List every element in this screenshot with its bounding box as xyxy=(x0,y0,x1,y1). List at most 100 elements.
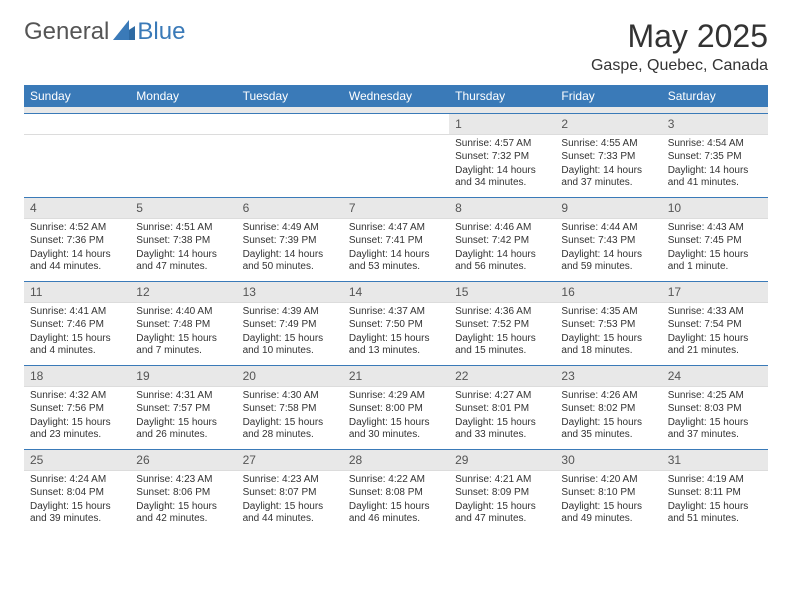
day-body: Sunrise: 4:23 AMSunset: 8:06 PMDaylight:… xyxy=(130,471,236,533)
daylight-text: Daylight: 14 hours and 34 minutes. xyxy=(455,165,549,190)
day-number: 25 xyxy=(24,450,130,471)
day-number: 15 xyxy=(449,282,555,303)
sunset-text: Sunset: 8:02 PM xyxy=(561,403,655,416)
day-body: Sunrise: 4:37 AMSunset: 7:50 PMDaylight:… xyxy=(343,303,449,365)
day-number xyxy=(24,114,130,135)
sunset-text: Sunset: 7:39 PM xyxy=(243,235,337,248)
day-body: Sunrise: 4:27 AMSunset: 8:01 PMDaylight:… xyxy=(449,387,555,449)
day-cell: 6Sunrise: 4:49 AMSunset: 7:39 PMDaylight… xyxy=(237,197,343,281)
day-number: 2 xyxy=(555,114,661,135)
daylight-text: Daylight: 15 hours and 4 minutes. xyxy=(30,333,124,358)
day-number: 12 xyxy=(130,282,236,303)
sunrise-text: Sunrise: 4:23 AM xyxy=(243,474,337,487)
day-cell: 15Sunrise: 4:36 AMSunset: 7:52 PMDayligh… xyxy=(449,281,555,365)
day-cell: 13Sunrise: 4:39 AMSunset: 7:49 PMDayligh… xyxy=(237,281,343,365)
day-body: Sunrise: 4:49 AMSunset: 7:39 PMDaylight:… xyxy=(237,219,343,281)
sunset-text: Sunset: 8:06 PM xyxy=(136,487,230,500)
day-number: 23 xyxy=(555,366,661,387)
day-cell: 8Sunrise: 4:46 AMSunset: 7:42 PMDaylight… xyxy=(449,197,555,281)
daylight-text: Daylight: 15 hours and 39 minutes. xyxy=(30,501,124,526)
day-cell xyxy=(343,113,449,197)
sunrise-text: Sunrise: 4:19 AM xyxy=(668,474,762,487)
day-body: Sunrise: 4:31 AMSunset: 7:57 PMDaylight:… xyxy=(130,387,236,449)
day-cell: 4Sunrise: 4:52 AMSunset: 7:36 PMDaylight… xyxy=(24,197,130,281)
sunset-text: Sunset: 8:07 PM xyxy=(243,487,337,500)
day-header: Friday xyxy=(555,85,661,107)
daylight-text: Daylight: 15 hours and 28 minutes. xyxy=(243,417,337,442)
day-header: Wednesday xyxy=(343,85,449,107)
day-header: Thursday xyxy=(449,85,555,107)
daylight-text: Daylight: 15 hours and 33 minutes. xyxy=(455,417,549,442)
day-body: Sunrise: 4:52 AMSunset: 7:36 PMDaylight:… xyxy=(24,219,130,281)
day-number: 5 xyxy=(130,198,236,219)
day-cell xyxy=(24,113,130,197)
day-cell: 14Sunrise: 4:37 AMSunset: 7:50 PMDayligh… xyxy=(343,281,449,365)
day-body: Sunrise: 4:24 AMSunset: 8:04 PMDaylight:… xyxy=(24,471,130,533)
sunrise-text: Sunrise: 4:39 AM xyxy=(243,306,337,319)
day-cell: 25Sunrise: 4:24 AMSunset: 8:04 PMDayligh… xyxy=(24,449,130,533)
daylight-text: Daylight: 15 hours and 37 minutes. xyxy=(668,417,762,442)
day-number: 13 xyxy=(237,282,343,303)
sunset-text: Sunset: 8:08 PM xyxy=(349,487,443,500)
day-body: Sunrise: 4:47 AMSunset: 7:41 PMDaylight:… xyxy=(343,219,449,281)
day-number: 10 xyxy=(662,198,768,219)
sunset-text: Sunset: 7:58 PM xyxy=(243,403,337,416)
daylight-text: Daylight: 15 hours and 26 minutes. xyxy=(136,417,230,442)
day-cell: 26Sunrise: 4:23 AMSunset: 8:06 PMDayligh… xyxy=(130,449,236,533)
sunrise-text: Sunrise: 4:26 AM xyxy=(561,390,655,403)
daylight-text: Daylight: 14 hours and 59 minutes. xyxy=(561,249,655,274)
sunset-text: Sunset: 7:48 PM xyxy=(136,319,230,332)
day-cell: 10Sunrise: 4:43 AMSunset: 7:45 PMDayligh… xyxy=(662,197,768,281)
header: General Blue May 2025 Gaspe, Quebec, Can… xyxy=(24,18,768,75)
daylight-text: Daylight: 14 hours and 41 minutes. xyxy=(668,165,762,190)
day-body: Sunrise: 4:22 AMSunset: 8:08 PMDaylight:… xyxy=(343,471,449,533)
sunrise-text: Sunrise: 4:29 AM xyxy=(349,390,443,403)
day-number xyxy=(237,114,343,135)
sunset-text: Sunset: 7:32 PM xyxy=(455,151,549,164)
day-body: Sunrise: 4:36 AMSunset: 7:52 PMDaylight:… xyxy=(449,303,555,365)
daylight-text: Daylight: 14 hours and 37 minutes. xyxy=(561,165,655,190)
day-cell xyxy=(237,113,343,197)
sunrise-text: Sunrise: 4:23 AM xyxy=(136,474,230,487)
day-body: Sunrise: 4:29 AMSunset: 8:00 PMDaylight:… xyxy=(343,387,449,449)
day-cell: 21Sunrise: 4:29 AMSunset: 8:00 PMDayligh… xyxy=(343,365,449,449)
day-body: Sunrise: 4:40 AMSunset: 7:48 PMDaylight:… xyxy=(130,303,236,365)
day-number: 16 xyxy=(555,282,661,303)
day-body: Sunrise: 4:26 AMSunset: 8:02 PMDaylight:… xyxy=(555,387,661,449)
page-title: May 2025 xyxy=(591,18,768,55)
sunrise-text: Sunrise: 4:32 AM xyxy=(30,390,124,403)
day-body: Sunrise: 4:23 AMSunset: 8:07 PMDaylight:… xyxy=(237,471,343,533)
sunset-text: Sunset: 7:36 PM xyxy=(30,235,124,248)
day-body: Sunrise: 4:43 AMSunset: 7:45 PMDaylight:… xyxy=(662,219,768,281)
day-number: 14 xyxy=(343,282,449,303)
sunset-text: Sunset: 7:56 PM xyxy=(30,403,124,416)
daylight-text: Daylight: 15 hours and 44 minutes. xyxy=(243,501,337,526)
sunset-text: Sunset: 7:52 PM xyxy=(455,319,549,332)
day-number: 1 xyxy=(449,114,555,135)
day-number xyxy=(343,114,449,135)
day-number: 24 xyxy=(662,366,768,387)
sunrise-text: Sunrise: 4:22 AM xyxy=(349,474,443,487)
sunrise-text: Sunrise: 4:31 AM xyxy=(136,390,230,403)
day-body: Sunrise: 4:54 AMSunset: 7:35 PMDaylight:… xyxy=(662,135,768,197)
sunrise-text: Sunrise: 4:55 AM xyxy=(561,138,655,151)
day-body xyxy=(24,135,130,195)
day-cell: 19Sunrise: 4:31 AMSunset: 7:57 PMDayligh… xyxy=(130,365,236,449)
day-body: Sunrise: 4:51 AMSunset: 7:38 PMDaylight:… xyxy=(130,219,236,281)
week-row: 4Sunrise: 4:52 AMSunset: 7:36 PMDaylight… xyxy=(24,197,768,281)
day-body: Sunrise: 4:30 AMSunset: 7:58 PMDaylight:… xyxy=(237,387,343,449)
day-number: 20 xyxy=(237,366,343,387)
daylight-text: Daylight: 15 hours and 10 minutes. xyxy=(243,333,337,358)
day-body: Sunrise: 4:39 AMSunset: 7:49 PMDaylight:… xyxy=(237,303,343,365)
title-block: May 2025 Gaspe, Quebec, Canada xyxy=(591,18,768,75)
sunrise-text: Sunrise: 4:35 AM xyxy=(561,306,655,319)
daylight-text: Daylight: 14 hours and 47 minutes. xyxy=(136,249,230,274)
sunset-text: Sunset: 7:42 PM xyxy=(455,235,549,248)
day-cell: 7Sunrise: 4:47 AMSunset: 7:41 PMDaylight… xyxy=(343,197,449,281)
sunset-text: Sunset: 7:38 PM xyxy=(136,235,230,248)
day-cell: 2Sunrise: 4:55 AMSunset: 7:33 PMDaylight… xyxy=(555,113,661,197)
sunset-text: Sunset: 7:35 PM xyxy=(668,151,762,164)
day-number xyxy=(130,114,236,135)
daylight-text: Daylight: 15 hours and 18 minutes. xyxy=(561,333,655,358)
sunset-text: Sunset: 7:43 PM xyxy=(561,235,655,248)
